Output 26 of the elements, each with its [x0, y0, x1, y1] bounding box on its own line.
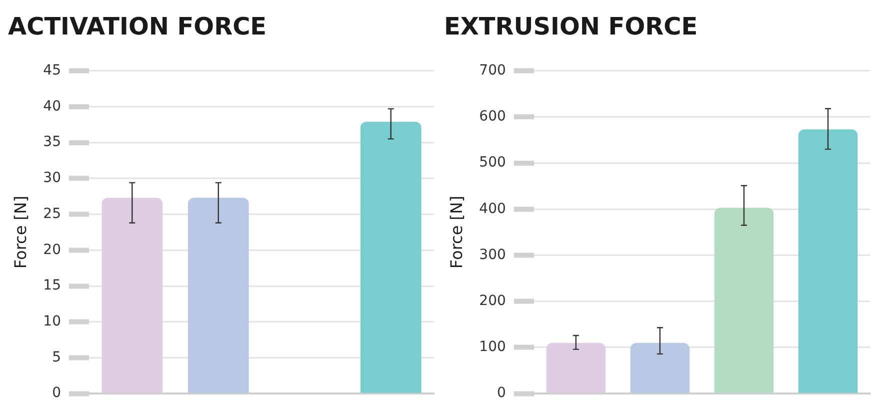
- chart-title: ACTIVATION FORCE: [8, 12, 267, 41]
- y-tick-label: 0: [497, 385, 506, 402]
- y-tick-label: 200: [479, 293, 506, 310]
- bar: [546, 342, 606, 393]
- bar: [630, 342, 690, 393]
- y-tick-label: 5: [52, 349, 62, 366]
- bar: [798, 129, 858, 393]
- y-tick-label: 100: [479, 339, 506, 356]
- y-tick-label: 15: [43, 278, 62, 294]
- y-tick-label: 35: [43, 134, 62, 150]
- y-tick-label: 500: [479, 154, 506, 171]
- y-tick-label: 0: [52, 385, 62, 402]
- y-tick-label: 25: [43, 206, 62, 222]
- y-axis-title: Force [N]: [10, 196, 30, 269]
- y-tick-label: 700: [479, 62, 506, 78]
- y-tick-label: 20: [43, 242, 62, 258]
- y-tick-label: 300: [479, 246, 506, 263]
- y-tick-label: 10: [43, 314, 62, 330]
- y-tick-label: 45: [43, 62, 62, 78]
- bar: [714, 208, 774, 393]
- y-axis-title: Force [N]: [446, 196, 466, 269]
- y-tick-label: 400: [479, 200, 506, 217]
- y-tick-label: 40: [43, 98, 62, 114]
- y-tick-label: 600: [479, 108, 506, 125]
- y-tick-label: 30: [43, 170, 62, 186]
- chart-title: EXTRUSION FORCE: [444, 12, 698, 41]
